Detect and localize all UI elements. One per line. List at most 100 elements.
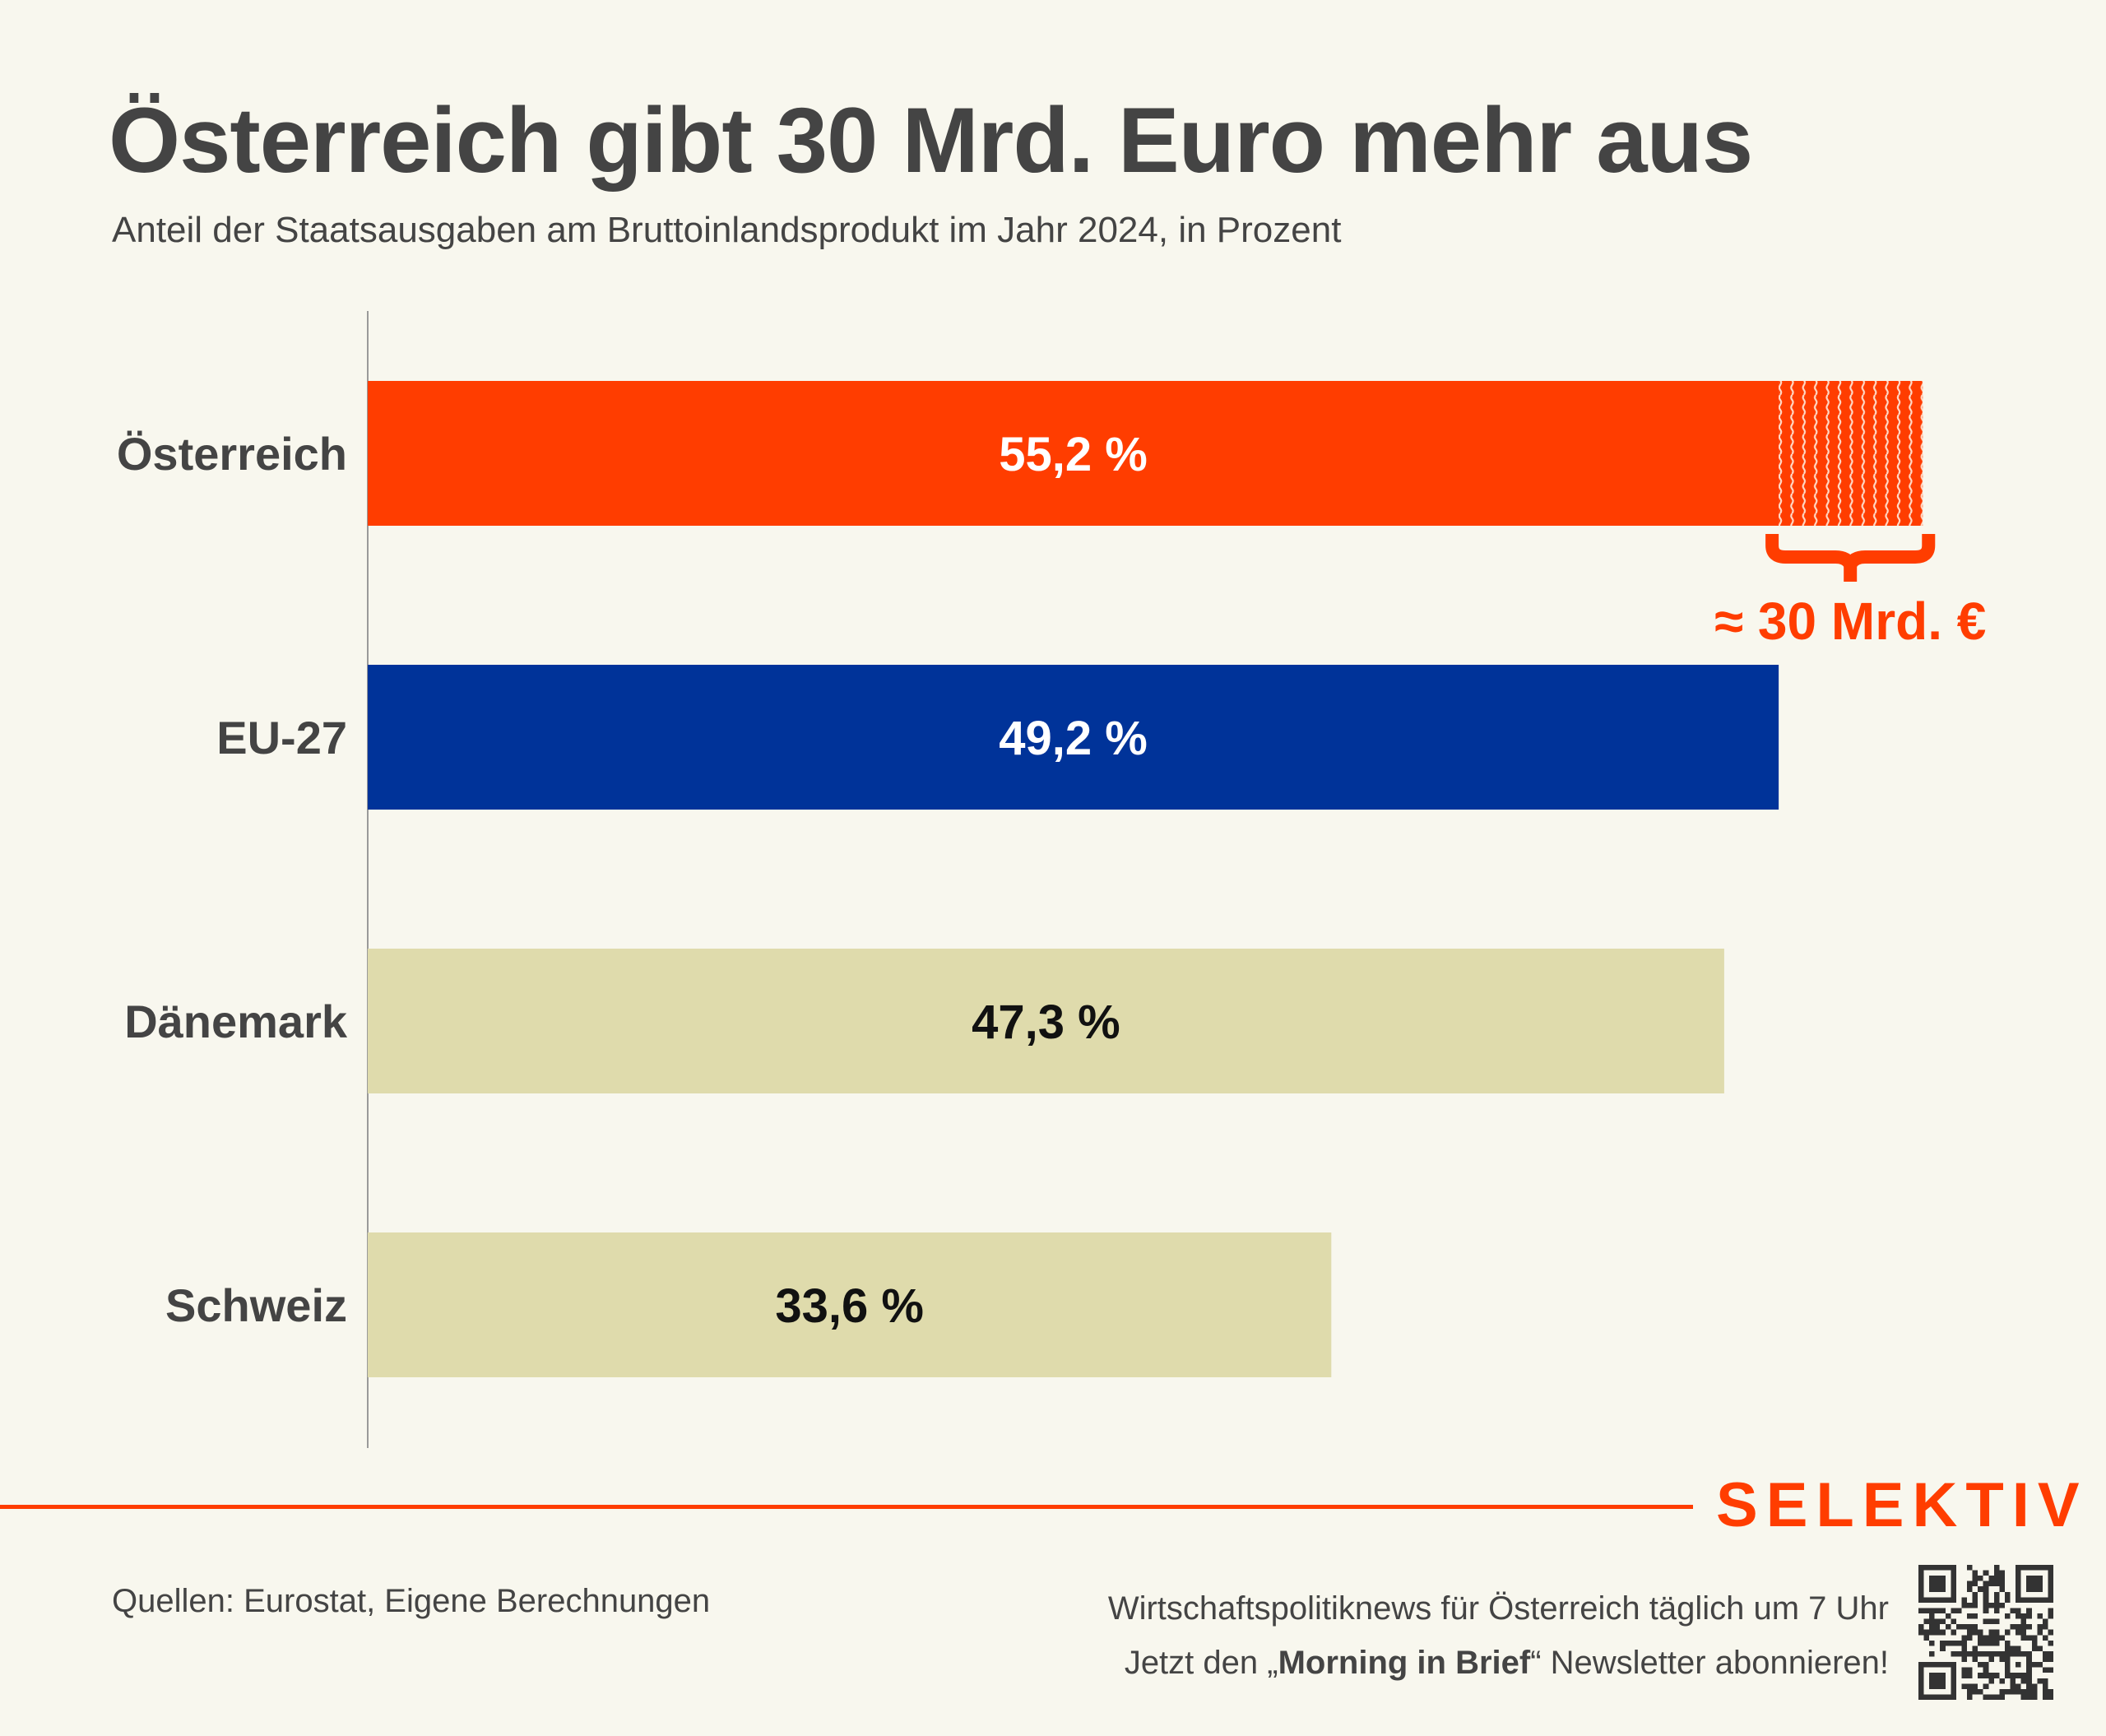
qr-module xyxy=(1955,1608,1962,1614)
value-label: 55,2 % xyxy=(999,428,1148,481)
qr-module xyxy=(1972,1683,1978,1689)
qr-module xyxy=(1993,1565,2000,1571)
qr-module xyxy=(2048,1597,2053,1603)
qr-module xyxy=(1929,1618,1935,1625)
qr-module xyxy=(2020,1688,2027,1695)
qr-code-icon[interactable] xyxy=(1918,1565,2053,1700)
qr-module xyxy=(2037,1678,2043,1684)
qr-module xyxy=(1961,1667,1968,1673)
qr-module xyxy=(1983,1694,1989,1700)
qr-module xyxy=(1967,1629,1973,1636)
qr-module xyxy=(1934,1565,1941,1571)
qr-module xyxy=(1955,1640,1962,1646)
qr-module xyxy=(1918,1591,1924,1598)
qr-module xyxy=(2048,1591,2053,1598)
qr-module xyxy=(1978,1662,1983,1668)
qr-module xyxy=(2020,1673,2027,1678)
qr-module xyxy=(2037,1645,2043,1651)
qr-module xyxy=(1961,1635,1968,1641)
qr-module xyxy=(2004,1650,2011,1657)
qr-module xyxy=(2010,1688,2016,1695)
qr-module xyxy=(1988,1581,1994,1587)
qr-module xyxy=(1972,1597,1978,1603)
qr-module xyxy=(1988,1635,1994,1641)
qr-module xyxy=(1951,1586,1956,1592)
promo-line-2[interactable]: Jetzt den „Morning in Brief“ Newsletter … xyxy=(1108,1636,1889,1690)
qr-module xyxy=(2042,1618,2048,1625)
qr-module xyxy=(2026,1635,2032,1641)
qr-module xyxy=(2020,1618,2027,1625)
bar-hatched-extra xyxy=(1779,381,1923,526)
qr-module xyxy=(1945,1565,1951,1571)
qr-module xyxy=(1983,1662,1989,1668)
qr-module xyxy=(2048,1581,2053,1587)
newsletter-name: Morning in Brief xyxy=(1278,1645,1531,1681)
brand-logo: SELEKTIV xyxy=(1716,1470,2088,1540)
qr-module xyxy=(1999,1570,2005,1576)
qr-module xyxy=(2037,1662,2043,1668)
qr-module xyxy=(2016,1624,2021,1630)
qr-module xyxy=(1972,1688,1978,1695)
qr-module xyxy=(1929,1678,1935,1684)
bars-group: Österreich 55,2 % EU-27 49,2 % Dänemark 47,3 … xyxy=(117,381,1923,1377)
qr-module xyxy=(2016,1597,2021,1603)
qr-module xyxy=(2020,1613,2027,1619)
bar-eu-27 xyxy=(368,665,1779,810)
qr-module xyxy=(2026,1662,2032,1668)
qr-module xyxy=(1918,1667,1924,1673)
qr-module xyxy=(1918,1673,1924,1678)
promo-line-1: Wirtschaftspolitiknews für Österreich tä… xyxy=(1107,1590,1889,1627)
qr-module xyxy=(1934,1694,1941,1700)
qr-module xyxy=(2016,1673,2021,1678)
qr-module xyxy=(1934,1576,1941,1581)
qr-module xyxy=(1961,1650,1968,1657)
qr-module xyxy=(1983,1602,1989,1608)
qr-module xyxy=(2042,1650,2048,1657)
qr-module xyxy=(1929,1586,1935,1592)
qr-module xyxy=(2048,1565,2053,1571)
qr-module xyxy=(2048,1613,2053,1619)
qr-module xyxy=(1940,1576,1946,1581)
qr-module xyxy=(2020,1694,2027,1700)
qr-module xyxy=(1934,1624,1941,1630)
qr-module xyxy=(2048,1694,2053,1700)
qr-module xyxy=(1999,1688,2005,1695)
qr-module xyxy=(1999,1650,2005,1657)
qr-module xyxy=(1988,1656,1994,1663)
qr-module xyxy=(2016,1662,2021,1668)
qr-module xyxy=(2004,1629,2011,1636)
qr-module xyxy=(1945,1640,1951,1646)
qr-module xyxy=(2010,1683,2016,1689)
qr-module xyxy=(1988,1602,1994,1608)
qr-module xyxy=(2004,1645,2011,1651)
qr-module xyxy=(1934,1581,1941,1587)
qr-module xyxy=(1929,1613,1935,1619)
qr-module xyxy=(2026,1667,2032,1673)
qr-module xyxy=(1951,1565,1956,1571)
qr-module xyxy=(1951,1640,1956,1646)
qr-module xyxy=(2016,1688,2021,1695)
qr-module xyxy=(2037,1613,2043,1619)
qr-module xyxy=(1940,1581,1946,1587)
qr-module xyxy=(2004,1613,2011,1619)
qr-module xyxy=(2042,1624,2048,1630)
qr-module xyxy=(1967,1581,1973,1587)
qr-module xyxy=(2048,1667,2053,1673)
qr-module xyxy=(1961,1624,1968,1630)
qr-module xyxy=(2004,1673,2011,1678)
qr-module xyxy=(1929,1650,1935,1657)
qr-module xyxy=(1940,1618,1946,1625)
qr-module xyxy=(2042,1678,2048,1684)
qr-module xyxy=(2004,1597,2011,1603)
chart-title: Österreich gibt 30 Mrd. Euro mehr aus xyxy=(109,89,1753,192)
qr-module xyxy=(2004,1667,2011,1673)
qr-module xyxy=(1993,1591,2000,1598)
qr-module xyxy=(1923,1565,1930,1571)
qr-module xyxy=(2016,1586,2021,1592)
qr-module xyxy=(1978,1629,1983,1636)
qr-module xyxy=(1978,1576,1983,1581)
qr-module xyxy=(2010,1645,2016,1651)
qr-module xyxy=(1918,1694,1924,1700)
qr-module xyxy=(1940,1597,1946,1603)
qr-module xyxy=(1951,1673,1956,1678)
